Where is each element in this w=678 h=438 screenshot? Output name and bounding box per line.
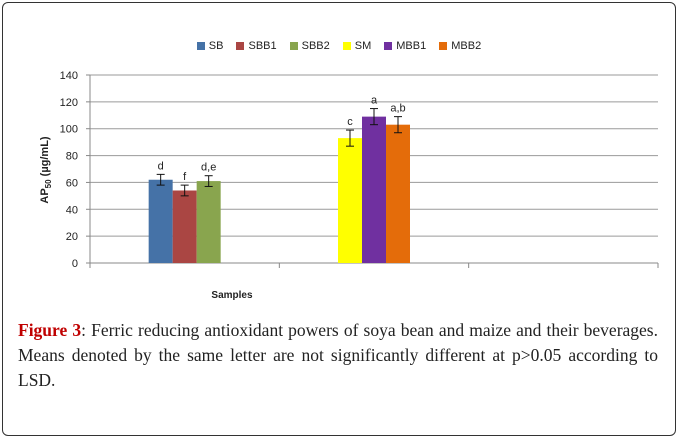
legend-item-sbb1: SBB1 <box>236 40 277 52</box>
legend-swatch <box>196 42 205 50</box>
legend-swatch <box>384 42 393 50</box>
y-tick-label: 60 <box>66 177 78 189</box>
y-tick-label: 120 <box>60 97 78 109</box>
legend-label: MBB1 <box>396 40 427 52</box>
legend-swatch <box>289 42 298 50</box>
significance-letter: a <box>371 95 378 107</box>
legend-item-mbb2: MBB2 <box>439 40 481 52</box>
legend-swatch <box>439 42 448 50</box>
bar-mbb2 <box>386 124 410 263</box>
y-tick-label: 80 <box>66 151 78 163</box>
bar-sbb2 <box>196 181 221 263</box>
legend-swatch <box>236 42 245 50</box>
legend-item-sbb2: SBB2 <box>289 40 330 52</box>
significance-letter: d <box>158 160 164 172</box>
bar-chart: 0 20 40 60 80 100 120 140 d f d,e c a a,b AP50 (µg/mL)… <box>39 70 659 301</box>
significance-letter: c <box>347 116 353 128</box>
legend-label: SB <box>208 40 224 52</box>
x-axis-label: Samples <box>211 290 253 301</box>
figure-caption: Figure 3: Ferric reducing antioxidant po… <box>18 318 658 393</box>
significance-letter: f <box>183 171 187 183</box>
y-tick-label: 20 <box>66 231 78 243</box>
y-axis-label: AP50 (µg/mL) <box>39 136 53 204</box>
legend-label: SM <box>354 40 372 52</box>
y-tick-label: 140 <box>60 70 78 82</box>
legend-label: SBB2 <box>301 40 330 52</box>
bar-sm <box>338 138 362 263</box>
significance-letter: a,b <box>390 103 405 115</box>
bar-sbb1 <box>172 190 197 263</box>
y-tick-label: 100 <box>60 124 78 136</box>
y-tick-label: 40 <box>66 204 78 216</box>
caption-label: Figure 3 <box>18 320 82 340</box>
caption-text: : Ferric reducing antioxidant powers of … <box>18 320 658 390</box>
legend-item-mbb1: MBB1 <box>384 40 426 52</box>
y-tick-label: 0 <box>72 258 78 270</box>
legend-swatch <box>342 42 351 50</box>
legend-item-sm: SM <box>342 40 372 52</box>
chart-legend: SB SBB1 SBB2 SM MBB1 MBB2 <box>0 40 678 52</box>
significance-letter: d,e <box>201 162 216 174</box>
legend-label: SBB1 <box>248 40 277 52</box>
bar-sb <box>148 179 173 263</box>
legend-item-sb: SB <box>196 40 224 52</box>
bar-mbb1 <box>362 116 386 263</box>
legend-label: MBB2 <box>451 40 482 52</box>
